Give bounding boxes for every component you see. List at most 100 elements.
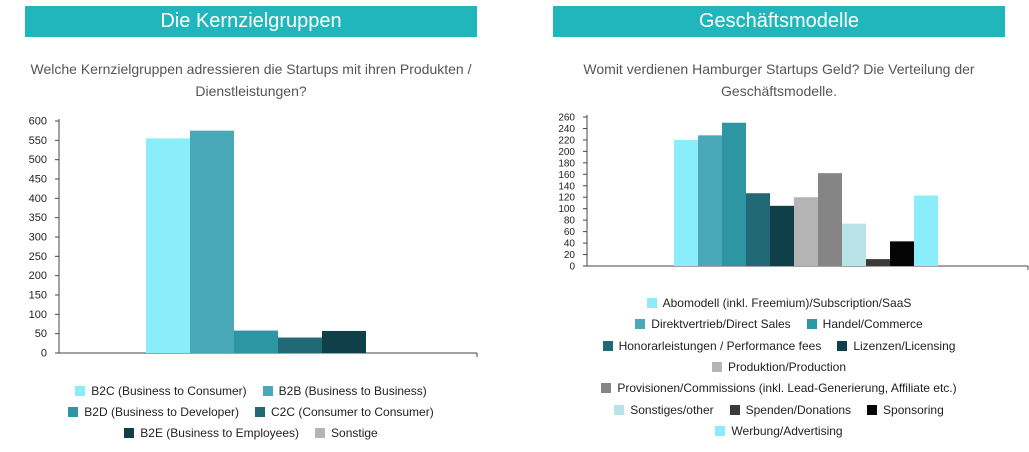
- y-tick-label: 600: [29, 116, 47, 128]
- y-tick-label: 80: [564, 216, 576, 227]
- legend-swatch: [614, 404, 625, 415]
- y-tick-label: 50: [35, 328, 47, 340]
- bar: [866, 259, 890, 266]
- y-tick-label: 240: [558, 124, 575, 135]
- y-tick-label: 200: [558, 147, 575, 158]
- legend-swatch: [867, 404, 878, 415]
- legend-item[interactable]: Lizenzen/Licensing: [837, 339, 955, 353]
- y-tick-label: 20: [564, 250, 576, 261]
- legend-row: Werbung/Advertising: [553, 424, 1005, 438]
- y-tick-label: 40: [564, 239, 576, 250]
- legend-item[interactable]: Produktion/Production: [711, 359, 847, 374]
- legend-item[interactable]: Handel/Commerce: [806, 317, 923, 332]
- legend-item[interactable]: Sponsoring: [867, 403, 944, 417]
- legend-label: B2E (Business to Employees): [140, 426, 300, 440]
- bar: [818, 173, 842, 266]
- legend-swatch: [601, 383, 612, 394]
- bar: [146, 138, 190, 353]
- legend-item[interactable]: Spenden/Donations: [729, 402, 852, 417]
- legend-label: Lizenzen/Licensing: [853, 338, 956, 353]
- legend-label: Direktvertrieb/Direct Sales: [651, 317, 791, 332]
- legend-item[interactable]: B2C (Business to Consumer): [75, 384, 247, 398]
- bar: [770, 205, 794, 266]
- y-tick-label: 200: [29, 270, 47, 282]
- legend-item[interactable]: Honorarleistungen / Performance fees: [602, 338, 822, 353]
- legend-label: B2D (Business to Developer): [84, 405, 239, 419]
- legend-label: Honorarleistungen / Performance fees: [618, 338, 822, 353]
- bar: [674, 139, 698, 266]
- legend-swatch: [729, 404, 740, 415]
- bar: [746, 193, 770, 266]
- target-groups-banner: Die Kernzielgruppen: [25, 6, 477, 37]
- bar: [722, 122, 746, 266]
- legend-item[interactable]: Direktvertrieb/Direct Sales: [635, 317, 791, 332]
- y-tick-label: 100: [558, 204, 575, 215]
- y-tick-label: 180: [558, 158, 575, 169]
- business-models-banner: Geschäftsmodelle: [553, 6, 1005, 37]
- y-tick-label: 260: [558, 113, 575, 124]
- legend-row: Produktion/Production: [553, 360, 1005, 374]
- legend-row: B2D (Business to Developer) C2C (Consumer…: [25, 405, 477, 419]
- y-tick-label: 400: [29, 193, 47, 205]
- legend-label: B2C (Business to Consumer): [91, 384, 247, 398]
- legend-label: Sonstiges/other: [630, 402, 714, 417]
- legend-label: Werbung/Advertising: [731, 423, 843, 438]
- legend-row: Honorarleistungen / Performance fees Lize…: [553, 339, 1005, 353]
- legend-swatch: [837, 340, 848, 351]
- target-groups-question: Welche Kernzielgruppen adressieren die S…: [30, 61, 472, 99]
- legend-item[interactable]: Sonstiges/other: [614, 402, 714, 417]
- legend-item[interactable]: B2B (Business to Business): [262, 384, 427, 398]
- y-tick-label: 60: [564, 227, 576, 238]
- target-groups-panel: Die Kernzielgruppen Welche Kernzielgrupp…: [25, 0, 478, 452]
- legend-swatch: [75, 386, 86, 396]
- legend-label: Produktion/Production: [727, 359, 847, 374]
- y-tick-label: 220: [558, 135, 575, 146]
- y-tick-label: 150: [29, 290, 47, 302]
- y-tick-label: 140: [558, 181, 575, 192]
- legend-swatch: [635, 319, 646, 330]
- legend-swatch: [602, 340, 613, 351]
- y-tick-label: 350: [29, 212, 47, 224]
- legend-label: C2C (Consumer to Consumer): [271, 405, 434, 419]
- legend-item[interactable]: B2D (Business to Developer): [68, 405, 239, 419]
- legend-swatch: [646, 298, 657, 308]
- legend-row: B2C (Business to Consumer) B2B (Business …: [25, 384, 477, 398]
- target-groups-chart: 0 50 100 150 200 250 300 350 400 450 500 550 600: [29, 116, 478, 360]
- legend-row: B2E (Business to Employees) Sonstige: [25, 426, 477, 440]
- bar: [842, 223, 866, 266]
- legend-label: Abomodell (inkl. Freemium)/Subscription/…: [662, 296, 912, 310]
- bar: [234, 330, 278, 353]
- legend-item[interactable]: Sonstige: [315, 426, 378, 440]
- legend-swatch: [262, 386, 273, 396]
- legend-label: Sonstige: [331, 426, 378, 440]
- legend-row: Sonstiges/other Spenden/Donations Sponsori…: [553, 403, 1005, 417]
- y-tick-label: 160: [558, 170, 575, 181]
- legend-swatch: [715, 425, 726, 436]
- legend-label: Sponsoring: [883, 402, 944, 417]
- bar: [190, 130, 234, 353]
- legend-label: Handel/Commerce: [822, 317, 923, 332]
- legend-item[interactable]: Abomodell (inkl. Freemium)/Subscription/…: [646, 296, 912, 310]
- bar: [278, 337, 322, 353]
- y-tick-label: 100: [29, 309, 47, 321]
- y-tick-label: 450: [29, 174, 47, 186]
- legend-swatch: [315, 428, 326, 438]
- y-tick-label: 120: [558, 193, 575, 204]
- legend-item[interactable]: C2C (Consumer to Consumer): [255, 405, 434, 419]
- legend-item[interactable]: B2E (Business to Employees): [124, 426, 299, 440]
- y-tick-label: 550: [29, 135, 47, 147]
- legend-item[interactable]: Provisionen/Commissions (inkl. Lead-Gene…: [601, 381, 957, 395]
- bar: [890, 241, 914, 266]
- legend-item[interactable]: Werbung/Advertising: [715, 423, 843, 438]
- legend-label: Spenden/Donations: [745, 402, 852, 417]
- legend-row: Provisionen/Commissions (inkl. Lead-Gene…: [553, 381, 1005, 395]
- business-models-panel: Geschäftsmodelle Womit verdienen Hamburg…: [553, 0, 1029, 452]
- y-tick-label: 500: [29, 154, 47, 166]
- bar: [322, 330, 366, 353]
- legend-row: Direktvertrieb/Direct Sales Handel/Commer…: [553, 317, 1005, 331]
- legend-swatch: [711, 361, 722, 372]
- legend-swatch: [806, 319, 817, 330]
- legend-swatch: [255, 407, 265, 417]
- legend-row: Abomodell (inkl. Freemium)/Subscription/…: [553, 296, 1005, 310]
